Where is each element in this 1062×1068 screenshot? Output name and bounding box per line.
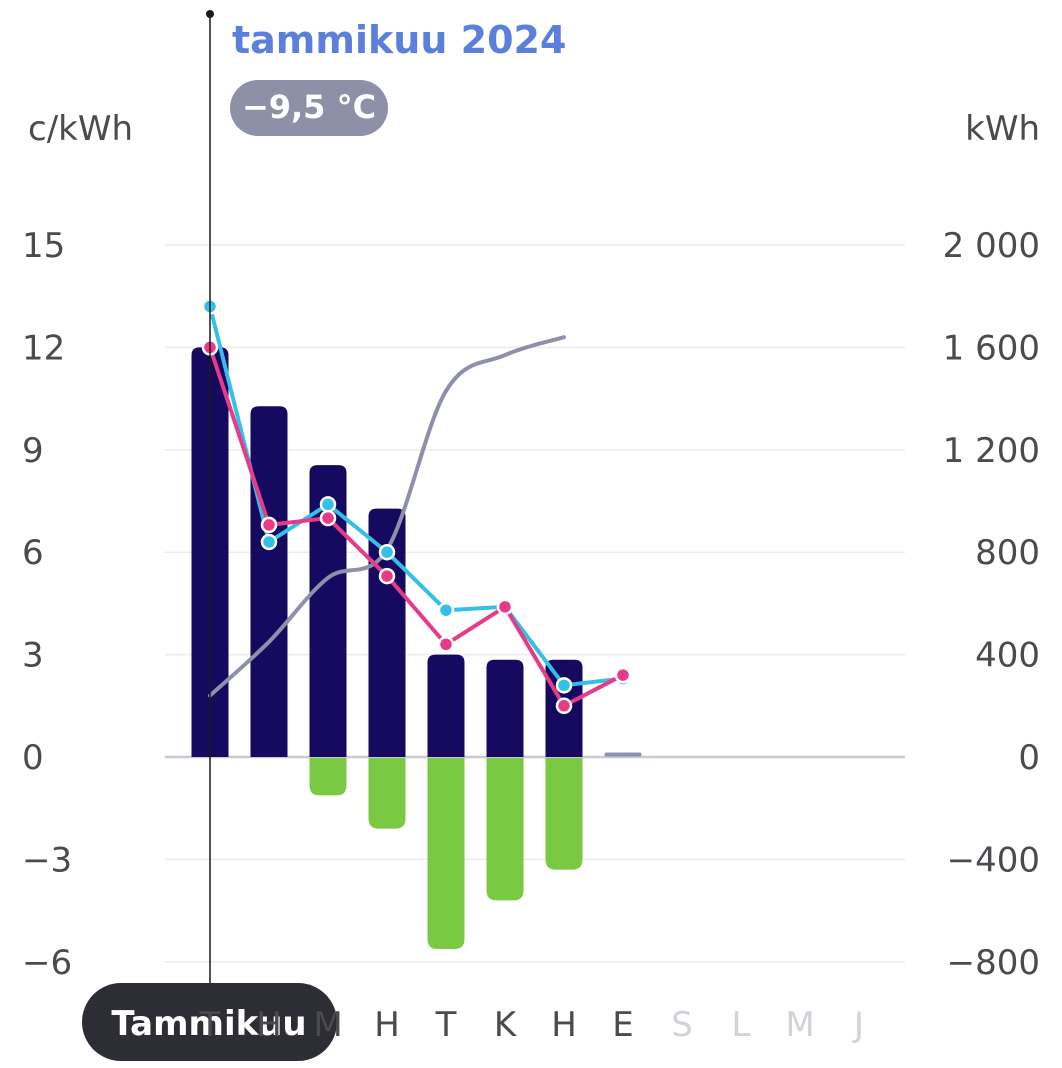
selected-month-pill[interactable]: [82, 983, 337, 1061]
month-label[interactable]: T: [435, 1005, 457, 1045]
left-tick-label: 12: [22, 328, 65, 368]
right-tick-label: 2 000: [943, 226, 1040, 266]
production-bar: [309, 758, 347, 796]
left-tick-label: −6: [22, 943, 72, 983]
right-tick-label: 1 200: [943, 431, 1040, 471]
month-label[interactable]: H: [551, 1005, 577, 1045]
production-bar: [545, 758, 583, 870]
consumption-bar: [368, 508, 406, 757]
month-label[interactable]: M: [313, 1005, 342, 1045]
month-label[interactable]: L: [732, 1005, 751, 1045]
right-tick-label: −800: [947, 943, 1040, 983]
contract-price-point: [437, 636, 455, 653]
month-label[interactable]: S: [671, 1005, 693, 1045]
temperature-badge: [230, 80, 388, 136]
contract-price-point: [378, 567, 396, 585]
month-label[interactable]: T: [199, 1005, 221, 1045]
spot-price-point: [260, 533, 278, 551]
right-tick-label: 1 600: [943, 328, 1040, 368]
consumption-bar: [486, 659, 524, 757]
month-label[interactable]: E: [612, 1005, 633, 1045]
spot-price-point: [319, 496, 337, 513]
spot-price-line: [208, 305, 624, 688]
consumption-bar: [250, 406, 288, 757]
contract-price-point: [555, 697, 573, 715]
axis-labels: 15 2 000 12 1 600 9 1 200 6 800 3 400 0 0 −3 −400 −6 −8…: [22, 109, 1040, 983]
month-label[interactable]: H: [374, 1005, 400, 1045]
consumption-bar: [427, 654, 465, 757]
production-bar: [486, 758, 524, 901]
spot-price-point: [555, 677, 573, 694]
left-tick-label: 15: [22, 226, 65, 266]
consumption-bar: [604, 752, 642, 757]
month-cursor[interactable]: Tammikuu: [82, 10, 337, 1061]
contract-price-point: [496, 598, 514, 616]
left-tick-label: 3: [22, 636, 44, 676]
left-tick-label: 0: [22, 738, 44, 778]
consumption-bar: [309, 465, 347, 757]
production-bar: [368, 758, 406, 829]
left-axis-unit: c/kWh: [28, 109, 133, 149]
right-tick-label: 0: [1018, 738, 1040, 778]
spot-price-point: [378, 543, 396, 561]
month-label[interactable]: K: [494, 1005, 518, 1045]
right-tick-label: 400: [975, 636, 1040, 676]
contract-price-line: [208, 346, 624, 708]
cursor-dot: [206, 10, 214, 18]
month-label[interactable]: H: [256, 1005, 282, 1045]
lines: [201, 298, 632, 715]
right-tick-label: −400: [947, 840, 1040, 880]
contract-price-point: [614, 666, 632, 684]
left-tick-label: 9: [22, 431, 44, 471]
month-label[interactable]: M: [785, 1005, 814, 1045]
contract-price-point: [260, 516, 278, 534]
contract-price-point: [319, 509, 337, 527]
left-tick-label: 6: [22, 533, 44, 573]
right-axis-unit: kWh: [965, 109, 1040, 149]
header: tammikuu 2024 −9,5 °C: [230, 18, 566, 136]
right-tick-label: 800: [975, 533, 1040, 573]
production-bar: [427, 758, 465, 949]
month-label[interactable]: J: [852, 1005, 864, 1045]
spot-price-point: [437, 601, 455, 619]
temperature-value: −9,5 °C: [242, 88, 376, 126]
selected-month-label: Tammikuu: [111, 1004, 306, 1044]
period-title: tammikuu 2024: [232, 18, 566, 62]
left-tick-label: −3: [22, 840, 72, 880]
